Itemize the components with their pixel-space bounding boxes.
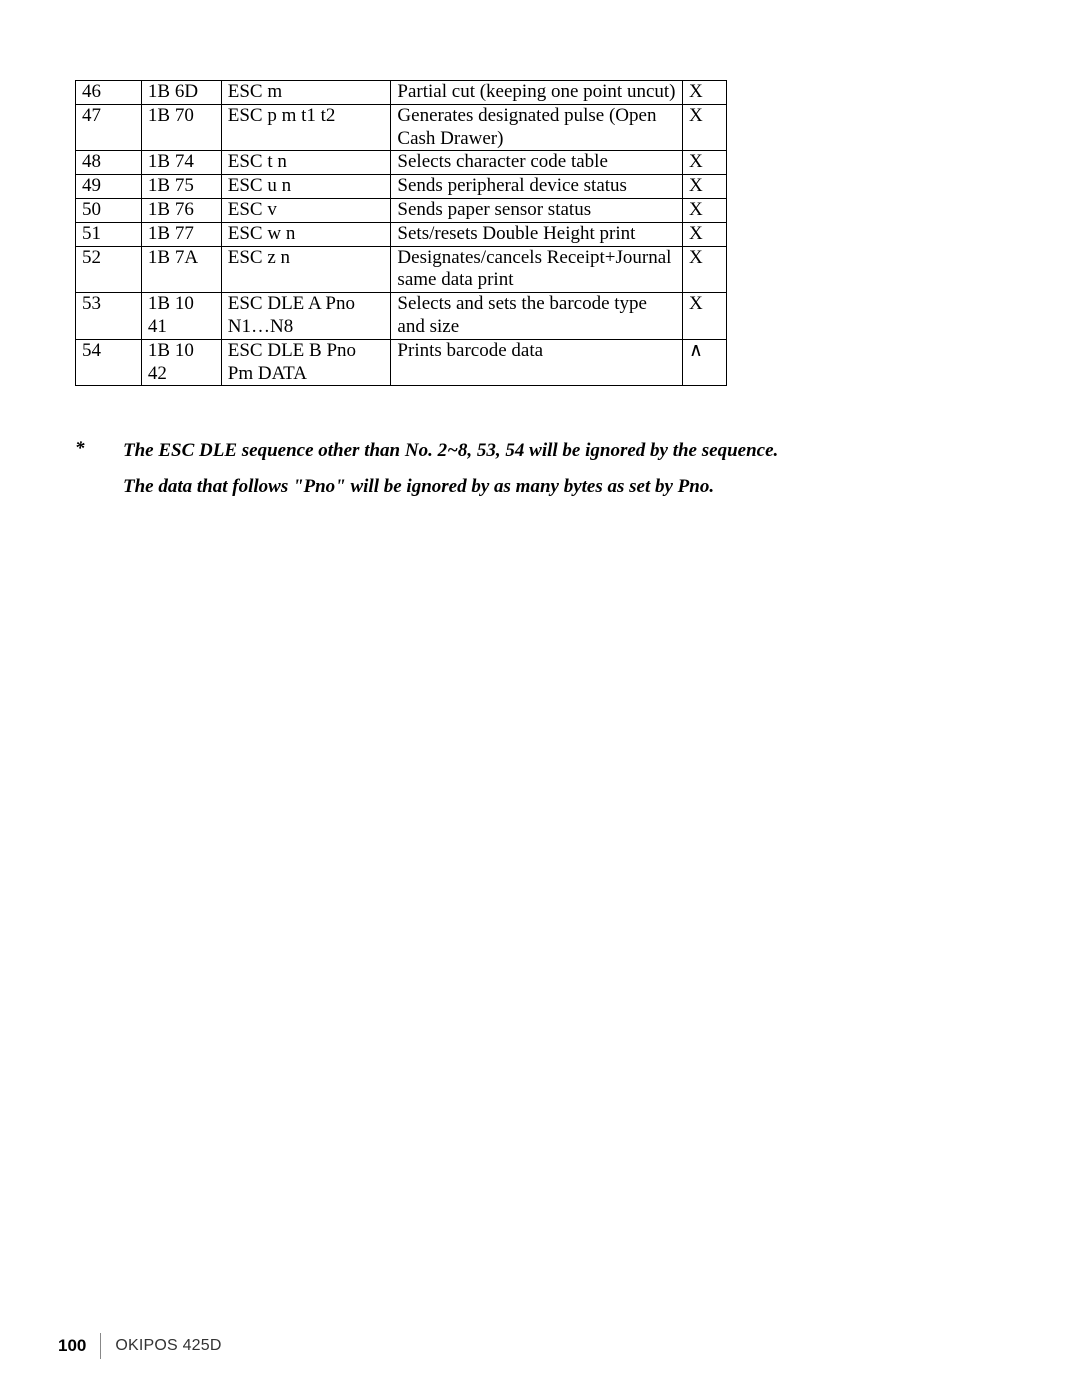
- cell-flag: X: [683, 246, 727, 293]
- cell-hex: 1B 74: [141, 151, 221, 175]
- table-row: 49 1B 75 ESC u n Sends peripheral device…: [76, 175, 727, 199]
- footnotes: * The ESC DLE sequence other than No. 2~…: [75, 438, 1010, 499]
- cell-desc: Selects and sets the barcode type and si…: [391, 293, 683, 340]
- table-row: 46 1B 6D ESC m Partial cut (keeping one …: [76, 81, 727, 105]
- cell-no: 51: [76, 222, 142, 246]
- table-row: 47 1B 70 ESC p m t1 t2 Generates designa…: [76, 104, 727, 151]
- cell-no: 50: [76, 198, 142, 222]
- footnote-line: The data that follows "Pno" will be igno…: [75, 474, 1010, 500]
- cell-desc: Prints barcode data: [391, 339, 683, 386]
- cell-no: 49: [76, 175, 142, 199]
- cell-desc: Sends peripheral device status: [391, 175, 683, 199]
- cell-hex: 1B 10 42: [141, 339, 221, 386]
- table-row: 51 1B 77 ESC w n Sets/resets Double Heig…: [76, 222, 727, 246]
- cell-no: 46: [76, 81, 142, 105]
- cell-flag: X: [683, 175, 727, 199]
- cell-desc: Selects character code table: [391, 151, 683, 175]
- cell-flag: X: [683, 81, 727, 105]
- table-row: 52 1B 7A ESC z n Designates/cancels Rece…: [76, 246, 727, 293]
- footnote-marker-empty: [75, 474, 123, 500]
- cell-flag: X: [683, 293, 727, 340]
- table-row: 50 1B 76 ESC v Sends paper sensor status…: [76, 198, 727, 222]
- cell-desc: Sends paper sensor status: [391, 198, 683, 222]
- cell-desc: Designates/cancels Receipt+Journal same …: [391, 246, 683, 293]
- footnote-text: The ESC DLE sequence other than No. 2~8,…: [123, 438, 778, 464]
- page-footer: 100 OKIPOS 425D: [58, 1333, 222, 1359]
- footnote-line: * The ESC DLE sequence other than No. 2~…: [75, 438, 1010, 464]
- cell-hex: 1B 70: [141, 104, 221, 151]
- cell-hex: 1B 75: [141, 175, 221, 199]
- cell-flag: X: [683, 198, 727, 222]
- page-number: 100: [58, 1336, 100, 1356]
- cell-desc: Sets/resets Double Height print: [391, 222, 683, 246]
- cell-hex: 1B 6D: [141, 81, 221, 105]
- footer-model: OKIPOS 425D: [115, 1337, 221, 1355]
- footnote-text: The data that follows "Pno" will be igno…: [123, 474, 714, 500]
- cell-cmd: ESC w n: [221, 222, 391, 246]
- cell-cmd: ESC v: [221, 198, 391, 222]
- footer-divider: [100, 1333, 101, 1359]
- cell-flag: X: [683, 104, 727, 151]
- cell-desc: Partial cut (keeping one point uncut): [391, 81, 683, 105]
- footnote-marker: *: [75, 438, 123, 464]
- cell-flag: X: [683, 222, 727, 246]
- page: 46 1B 6D ESC m Partial cut (keeping one …: [0, 0, 1080, 1397]
- cell-no: 54: [76, 339, 142, 386]
- cell-cmd: ESC t n: [221, 151, 391, 175]
- cell-cmd: ESC DLE A Pno N1…N8: [221, 293, 391, 340]
- cell-no: 53: [76, 293, 142, 340]
- table-row: 48 1B 74 ESC t n Selects character code …: [76, 151, 727, 175]
- command-table: 46 1B 6D ESC m Partial cut (keeping one …: [75, 80, 727, 386]
- cell-cmd: ESC u n: [221, 175, 391, 199]
- table-row: 53 1B 10 41 ESC DLE A Pno N1…N8 Selects …: [76, 293, 727, 340]
- cell-cmd: ESC p m t1 t2: [221, 104, 391, 151]
- cell-cmd: ESC z n: [221, 246, 391, 293]
- cell-cmd: ESC m: [221, 81, 391, 105]
- cell-flag: ∧: [683, 339, 727, 386]
- cell-no: 52: [76, 246, 142, 293]
- cell-desc: Generates designated pulse (Open Cash Dr…: [391, 104, 683, 151]
- cell-hex: 1B 7A: [141, 246, 221, 293]
- cell-no: 48: [76, 151, 142, 175]
- cell-hex: 1B 76: [141, 198, 221, 222]
- cell-hex: 1B 77: [141, 222, 221, 246]
- cell-flag: X: [683, 151, 727, 175]
- table-row: 54 1B 10 42 ESC DLE B Pno Pm DATA Prints…: [76, 339, 727, 386]
- cell-no: 47: [76, 104, 142, 151]
- cell-hex: 1B 10 41: [141, 293, 221, 340]
- cell-cmd: ESC DLE B Pno Pm DATA: [221, 339, 391, 386]
